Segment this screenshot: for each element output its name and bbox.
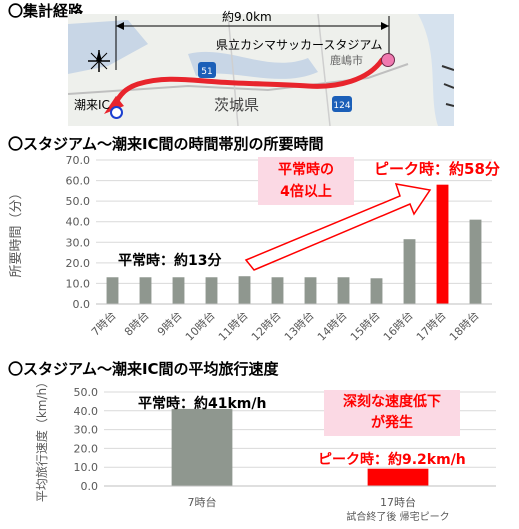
x-tick-label: 18時台 (446, 308, 481, 343)
bar-17時台 (436, 184, 449, 304)
y-tick-label: 10.0 (66, 277, 91, 290)
x-tick-label: 14時台 (314, 308, 349, 343)
x-tick-label: 7時台 (188, 495, 217, 509)
y-tick-label: 50.0 (74, 386, 99, 399)
x-tick-label: 15時台 (347, 308, 382, 343)
normal-time-label: 平常時：約13分 (118, 253, 222, 269)
distance-label: 約9.0km (222, 10, 272, 24)
bar-17時台 (367, 468, 429, 486)
x-tick-label: 17時台 (413, 308, 448, 343)
peak-time-label: ピーク時：約58分 (374, 160, 500, 178)
speed-drop-line1: 深刻な速度低下 (343, 394, 441, 410)
y-tick-label: 40.0 (74, 405, 99, 418)
compass-icon (88, 50, 110, 72)
x-tick-label: 13時台 (281, 308, 316, 343)
route-124-shield: 124 (332, 96, 352, 112)
y-axis-label: 所要時間（分） (9, 186, 24, 277)
bar-15時台 (370, 278, 383, 304)
y-tick-label: 50.0 (66, 195, 91, 208)
y-tick-label: 0.0 (73, 298, 91, 311)
ratio-callout: 平常時の 4倍以上 (258, 157, 354, 205)
prefecture-label: 茨城県 (214, 96, 260, 114)
y-tick-label: 20.0 (66, 257, 91, 270)
y-tick-label: 30.0 (74, 424, 99, 437)
route-arrow-head (104, 96, 124, 114)
stadium-label: 県立カシマサッカースタジアム (216, 38, 383, 52)
x-tick-label: 8時台 (121, 308, 151, 338)
bar-16時台 (403, 239, 416, 304)
x-tick-label: 9時台 (154, 308, 184, 338)
x-tick-label: 10時台 (182, 308, 217, 343)
bar-11時台 (238, 276, 251, 304)
y-tick-label: 40.0 (66, 216, 91, 229)
bar-7時台 (106, 277, 119, 304)
map-background (68, 14, 454, 126)
y-tick-label: 10.0 (74, 461, 99, 474)
bar-7時台 (171, 408, 233, 486)
y-axis-label: 平均旅行速度（km/h） (34, 378, 49, 502)
x-tick-sublabel: 試合終了後 帰宅ピーク (346, 510, 449, 523)
chart1-title: 〇スタジアム～潮来IC間の時間帯別の所要時間 (8, 135, 324, 153)
x-tick-label: 11時台 (215, 308, 250, 343)
speed-chart: 0.0 10.0 20.0 30.0 40.0 50.0 平均旅行速度（km/h） 7時台 17… (34, 378, 496, 523)
peak-speed-label: ピーク時：約9.2km/h (318, 452, 466, 468)
city-label: 鹿嶋市 (330, 54, 363, 67)
travel-time-chart: 0.0 10.0 20.0 30.0 40.0 50.0 60.0 70.0 所要時間（分） 7時… (9, 154, 492, 344)
speed-drop-callout: 深刻な速度低下 が発生 (324, 390, 460, 436)
y-tick-label: 20.0 (74, 442, 99, 455)
y-tick-label: 60.0 (66, 175, 91, 188)
x-tick-label: 12時台 (248, 308, 283, 343)
bar-14時台 (337, 277, 350, 304)
y-tick-label: 0.0 (81, 480, 99, 493)
chart2-title: 〇スタジアム～潮来IC間の平均旅行速度 (8, 360, 279, 378)
bar-13時台 (304, 277, 317, 304)
bar-18時台 (469, 219, 482, 304)
normal-speed-label: 平常時：約41km/h (138, 396, 267, 412)
route-51-shield: 51 (198, 62, 216, 78)
x-tick-label: 16時台 (380, 308, 415, 343)
ic-label: 潮来IC (74, 98, 110, 112)
speed-drop-line2: が発生 (371, 415, 413, 431)
trend-arrow (244, 183, 432, 271)
x-tick-label: 7時台 (88, 308, 118, 338)
ic-marker (110, 106, 123, 119)
ratio-callout-line1: 平常時の (278, 162, 334, 178)
route-map: 51 124 (68, 14, 454, 126)
bar-10時台 (205, 277, 218, 304)
route-section-title: 〇集計経路 (8, 2, 84, 20)
ratio-callout-line2: 4倍以上 (280, 184, 332, 200)
x-tick-label: 17時台 (380, 495, 416, 509)
bar-9時台 (172, 277, 185, 304)
y-tick-label: 30.0 (66, 236, 91, 249)
route-124-label: 124 (333, 101, 350, 111)
route-51-label: 51 (201, 67, 212, 77)
route-line: 51 124 (104, 57, 385, 114)
bar-12時台 (271, 277, 284, 304)
y-tick-label: 70.0 (66, 154, 91, 167)
stadium-marker (381, 53, 395, 67)
bar-8時台 (139, 277, 152, 304)
distance-bracket (115, 16, 390, 70)
